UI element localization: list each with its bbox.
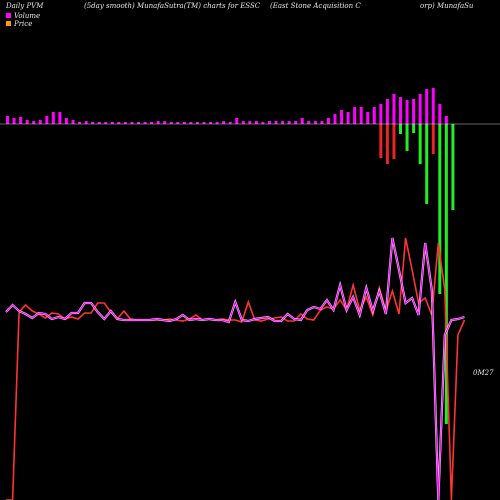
volume-bar-up [228,122,232,124]
volume-bar-up [412,99,416,124]
volume-bar-up [182,122,186,124]
volume-bar-up [405,100,409,124]
volume-bar-up [346,112,350,124]
volume-bar-up [241,121,245,124]
volume-bar-up [150,122,154,124]
volume-bar-up [97,122,101,124]
volume-bar-up [6,116,9,124]
volume-bar-down [412,124,416,133]
volume-bar-up [379,104,383,124]
volume-bar-up [353,107,357,124]
volume-bar-down [425,124,429,204]
volume-bar-down [438,124,442,294]
pvm-line [5,237,465,500]
volume-bar-up [209,122,213,124]
volume-bar-up [38,120,42,124]
volume-bar-up [248,121,252,124]
volume-bar-up [281,121,285,124]
volume-bar-down [451,124,455,210]
price-line [6,237,466,500]
volume-bar-up [156,121,160,124]
volume-bar-up [372,107,376,124]
volume-bar-up [300,118,304,124]
volume-bar-up [307,121,311,124]
pvm-line-halo [5,237,465,500]
volume-bar-up [104,122,108,124]
volume-bar-up [222,121,226,124]
volume-bar-up [84,121,88,124]
volume-bar-up [366,112,370,124]
volume-bar-up [176,122,180,124]
volume-bar-up [235,118,239,124]
volume-bar-up [64,118,68,124]
volume-bar-up [431,88,435,124]
volume-bar-up [418,94,422,124]
volume-bar-up [195,122,199,124]
volume-bar-up [91,122,95,124]
legend-volume-label: Volume [14,11,41,20]
volume-bar-up [123,122,127,124]
volume-bar-up [32,121,36,124]
volume-bar-down [399,124,402,134]
volume-bar-up [78,122,82,124]
volume-bar-up [274,121,278,124]
volume-bar-up [51,112,55,124]
volume-bar-up [163,121,167,124]
volume-bar-up [326,118,330,124]
header-title: (5day smooth) MunafaSutra(TM) charts for… [84,2,261,10]
volume-bar-up [45,116,49,124]
volume-bar-up [130,122,134,124]
volume-bar-down [418,124,422,164]
volume-bar-up [215,122,219,124]
volume-bar-down [379,124,383,158]
volume-bar-up [19,117,23,124]
header-left: Daily PVM [6,2,44,10]
volume-bar-down [431,124,435,154]
volume-bar-down [385,124,389,164]
volume-bar-up [143,122,147,124]
volume-bar-down [444,124,448,424]
volume-bar-up [71,120,75,124]
volume-bar-up [385,99,389,124]
volume-bar-up [110,122,114,124]
volume-bar-up [137,122,140,124]
legend-price: Price [6,19,32,28]
volume-swatch [6,13,11,18]
volume-bar-up [287,121,291,124]
volume-bar-up [169,122,173,124]
volume-bar-down [392,124,396,159]
volume-bar-up [399,97,402,124]
volume-bar-up [261,122,265,124]
volume-bar-up [340,110,344,124]
volume-bar-up [268,121,271,124]
volume-bar-up [202,122,206,124]
header-company-1: (East Stone Acquisition C [270,2,361,10]
volume-bar-up [438,104,442,124]
volume-bar-up [294,121,298,124]
volume-bar-up [313,121,317,124]
volume-bar-up [58,112,62,124]
volume-bar-up [392,94,396,124]
volume-bar-up [117,122,121,124]
volume-bar-up [12,118,16,124]
last-value-label: 0M27 [473,369,494,377]
price-swatch [6,21,11,26]
volume-bar-up [320,121,324,124]
volume-bar-down [405,124,409,151]
volume-bar-up [189,122,193,124]
volume-bar-up [254,121,258,124]
volume-bar-up [333,114,337,124]
legend-price-label: Price [14,19,33,28]
volume-bar-up [444,116,448,124]
legend-volume: Volume [6,11,40,20]
volume-bar-up [425,89,429,124]
header-company-2: orp) MunafaSu [420,2,474,10]
volume-bar-up [25,120,29,124]
volume-bar-up [359,107,363,124]
